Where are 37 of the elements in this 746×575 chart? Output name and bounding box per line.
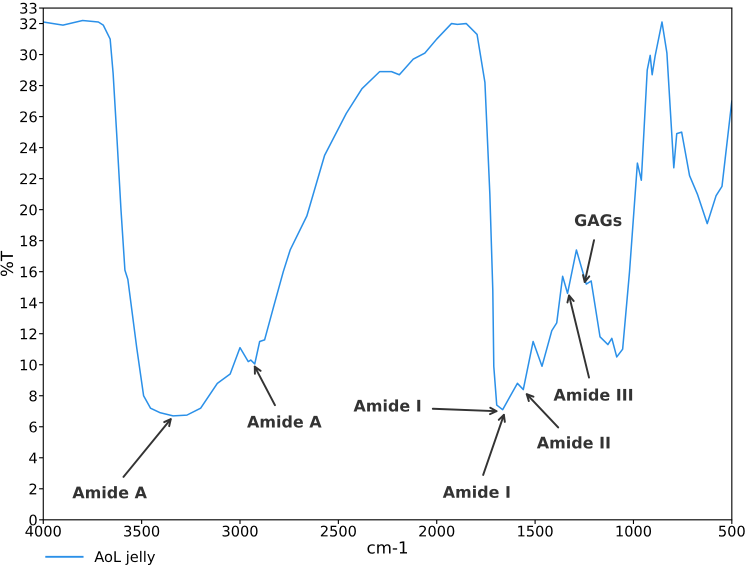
y-tick-label: 22: [20, 173, 36, 184]
y-tick-label: 8: [29, 390, 37, 402]
y-tick-label: 10: [20, 359, 37, 370]
y-tick-label: 16: [20, 266, 37, 278]
legend-label: AoL jelly: [94, 550, 156, 565]
y-tick-label: 2: [30, 484, 36, 494]
y-tick-label: 32: [20, 18, 36, 30]
y-tick-label: 20: [20, 204, 37, 216]
y-tick-label: 14: [20, 298, 37, 308]
x-tick-label: 3000: [222, 526, 258, 537]
annotation: Amide I: [354, 399, 420, 412]
y-tick-label: 18: [20, 235, 37, 246]
x-tick-label: 4000: [25, 526, 61, 537]
y-tick-label: 4: [29, 452, 37, 464]
annotation: Amide III: [554, 388, 632, 401]
annotation: Amide A: [247, 415, 322, 428]
y-tick-label: 33: [20, 2, 37, 14]
annotation: Amide A: [72, 486, 147, 498]
x-tick-label: 1000: [616, 526, 652, 537]
y-tick-label: 24: [20, 142, 37, 154]
y-tick-label: 12: [20, 328, 36, 340]
x-tick-label: 3500: [124, 526, 160, 537]
x-axis-title: cm-1: [367, 541, 408, 554]
y-tick-label: 26: [20, 111, 37, 122]
annotation: GAGs: [574, 214, 622, 226]
x-tick-label: 1500: [518, 526, 553, 537]
line-series: [43, 20, 732, 417]
x-tick-label: 500: [719, 526, 745, 537]
x-tick-label: 2500: [320, 526, 356, 537]
y-tick-label: 6: [29, 421, 37, 432]
annotation: Amide I: [442, 486, 510, 498]
y-tick-label: 30: [20, 49, 37, 60]
y-tick-label: 0: [29, 514, 37, 526]
y-tick-label: 28: [20, 80, 37, 92]
annotation: Amide II: [536, 436, 610, 449]
x-tick-label: 2000: [419, 526, 454, 537]
y-axis-title: %T: [0, 250, 14, 276]
